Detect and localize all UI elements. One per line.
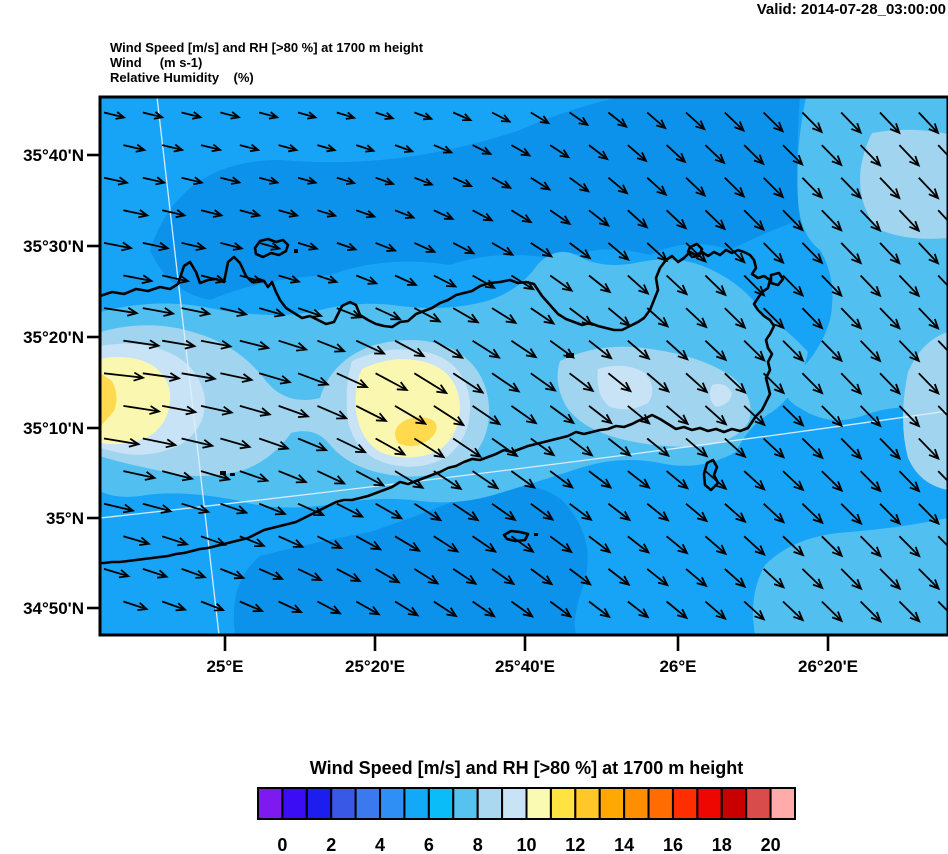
speed-band-gold-west — [100, 373, 117, 427]
island-outline — [769, 271, 785, 287]
island-outline — [253, 237, 290, 259]
lon-tick-label: 25°20'E — [345, 657, 405, 676]
meridian-gridline — [156, 97, 220, 635]
speed-band-dark-south — [233, 485, 588, 635]
plot-title-line-3: Relative Humidity (%) — [110, 70, 254, 85]
lat-tick-label: 35°20'N — [23, 328, 84, 347]
colorbar-cell — [354, 787, 382, 820]
speed-band-light-corner — [752, 518, 948, 635]
colorbar-tick-label: 12 — [565, 835, 585, 854]
valid-time-label: Valid: 2014-07-28_03:00:00 — [756, 1, 946, 18]
colorbar-cell — [427, 787, 455, 820]
colorbar-tick-label: 4 — [375, 835, 385, 854]
colorbar-cell — [574, 787, 601, 820]
axis-ticks — [87, 153, 830, 651]
lon-tick-label: 25°E — [206, 657, 243, 676]
colorbar-cell — [379, 787, 406, 820]
colorbar-cell — [696, 787, 723, 820]
colorbar-cell — [647, 787, 674, 820]
colorbar-cell — [720, 787, 748, 820]
speed-band-vpale-east2 — [709, 384, 732, 407]
map-area — [100, 97, 948, 635]
colorbar-tick-label: 14 — [614, 835, 634, 854]
colorbar-cell — [330, 787, 357, 820]
colorbar-tick-label: 20 — [761, 835, 781, 854]
crete-coastline — [100, 248, 776, 565]
colorbar-cell — [623, 787, 650, 820]
colorbar-tick-label: 0 — [277, 835, 287, 854]
legend-title: Wind Speed [m/s] and RH [>80 %] at 1700 … — [309, 758, 744, 778]
colorbar — [257, 787, 797, 820]
wind-vector-layer — [103, 111, 948, 623]
lon-tick-label: 26°E — [659, 657, 696, 676]
colorbar-cell — [769, 787, 797, 820]
colorbar-cell — [501, 787, 528, 820]
speed-band-pale-topright — [860, 129, 948, 239]
colorbar-tick-label: 8 — [473, 835, 483, 854]
lon-axis-labels: 25°E 25°20'E 25°40'E 26°E 26°20'E — [206, 657, 858, 676]
colorbar-cell — [305, 787, 333, 820]
wind-vectors — [103, 111, 948, 623]
colorbar-cell — [281, 787, 308, 820]
colorbar-cell — [671, 787, 699, 820]
colorbar-cell — [257, 787, 284, 820]
colorbar-cell — [549, 787, 577, 820]
colorbar-cell — [525, 787, 552, 820]
colorbar-tick-label: 2 — [326, 835, 336, 854]
plot-title-line-1: Wind Speed [m/s] and RH [>80 %] at 1700 … — [110, 40, 424, 55]
lat-tick-label: 35°N — [46, 509, 84, 528]
plot-title-line-2: Wind (m s-1) — [110, 55, 203, 70]
colorbar-tick-label: 16 — [663, 835, 683, 854]
lon-tick-label: 25°40'E — [495, 657, 555, 676]
map-frame — [98, 95, 948, 637]
lat-tick-label: 35°30'N — [23, 237, 84, 256]
colorbar-tick-label: 18 — [712, 835, 732, 854]
colorbar-cell — [403, 787, 430, 820]
colorbar-labels: 0 2 4 6 8 10 12 14 16 18 20 — [277, 835, 780, 854]
colorbar-cell — [476, 787, 504, 820]
colorbar-cell — [745, 787, 772, 820]
colorbar-cell — [452, 787, 479, 820]
lat-tick-label: 35°40'N — [23, 146, 84, 165]
island-outline — [502, 529, 530, 543]
colorbar-cell — [598, 787, 626, 820]
speed-band-pale-rightedge — [903, 332, 948, 490]
lat-tick-label: 35°10'N — [23, 419, 84, 438]
lat-tick-label: 34°50'N — [23, 599, 84, 618]
speed-band-yellow-west — [100, 357, 171, 445]
colorbar-tick-label: 10 — [516, 835, 536, 854]
colorbar-tick-label: 6 — [424, 835, 434, 854]
lat-axis-labels: 35°40'N 35°30'N 35°20'N 35°10'N 35°N 34°50'N — [23, 146, 84, 618]
lon-tick-label: 26°20'E — [798, 657, 858, 676]
